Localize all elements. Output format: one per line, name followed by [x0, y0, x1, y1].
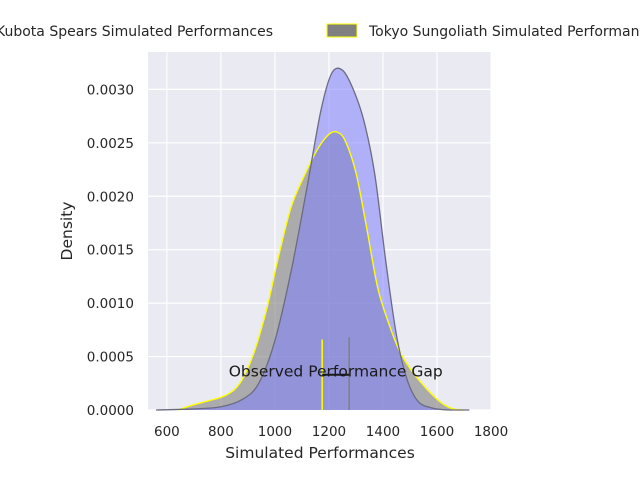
annotation-text: Observed Performance Gap — [229, 363, 443, 381]
legend-label-tokyo: Tokyo Sungoliath Simulated Performances — [368, 24, 640, 40]
y-tick-label: 0.0000 — [87, 403, 134, 419]
x-axis-label: Simulated Performances — [225, 444, 415, 462]
y-tick-label: 0.0010 — [87, 296, 134, 312]
x-tick-label: 1800 — [474, 424, 508, 440]
series-line-1 — [177, 130, 465, 411]
x-tick-label: 600 — [154, 424, 180, 440]
y-tick-labels: 0.0000 0.0005 0.0010 0.0015 0.0020 0.0025 0.00… — [87, 82, 134, 419]
legend-label-kubota: Kubota Spears Simulated Performances — [0, 24, 273, 40]
legend: Kubota Spears Simulated Performances Tok… — [0, 23, 640, 40]
x-tick-labels: 600 800 1000 1200 1400 1600 1800 — [154, 424, 508, 440]
y-tick-label: 0.0015 — [87, 243, 134, 259]
x-tick-label: 1200 — [312, 424, 346, 440]
x-tick-label: 1000 — [258, 424, 292, 440]
series-line-0 — [156, 67, 470, 411]
x-tick-label: 800 — [208, 424, 234, 440]
x-tick-label: 1600 — [420, 424, 454, 440]
y-axis-label: Density — [58, 202, 76, 261]
y-tick-label: 0.0030 — [87, 82, 134, 98]
y-tick-label: 0.0005 — [87, 350, 134, 366]
y-tick-label: 0.0020 — [87, 189, 134, 205]
legend-swatch-tokyo — [326, 23, 358, 38]
annotation: Observed Performance Gap — [229, 363, 443, 381]
y-tick-label: 0.0025 — [87, 136, 134, 152]
series-area-0 — [156, 68, 470, 410]
x-tick-label: 1400 — [366, 424, 400, 440]
density-curves — [156, 67, 470, 411]
